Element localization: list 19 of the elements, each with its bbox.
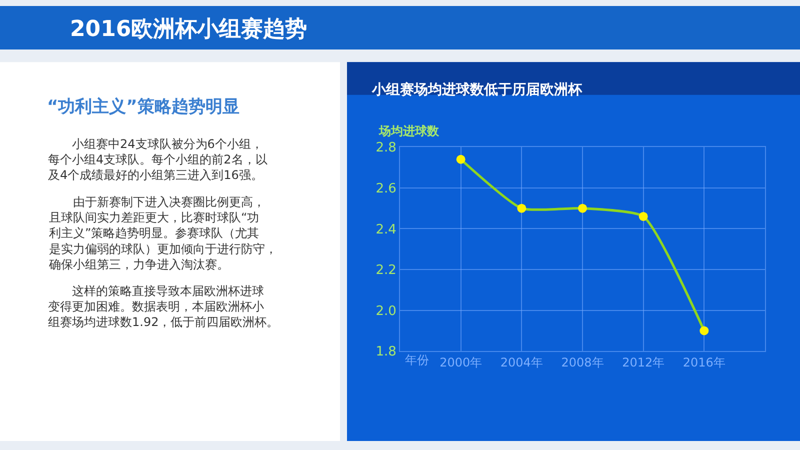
y-tick-label: 1.8 xyxy=(376,344,396,360)
y-tick-label: 2.2 xyxy=(376,263,396,278)
y-axis-title: 场均进球数 xyxy=(378,124,440,138)
x-tick-label: 2016年 xyxy=(682,356,726,370)
x-axis-title: 年份 xyxy=(405,353,429,367)
y-tick-label: 2.4 xyxy=(376,222,396,238)
x-tick-label: 2000年 xyxy=(440,356,482,370)
text: “功利主义”策略趋势明显 xyxy=(47,97,240,117)
text: 2016欧洲杯小组赛趋势 xyxy=(70,16,308,42)
y-tick-label: 2.8 xyxy=(376,140,396,156)
y-tick-label: 2.0 xyxy=(376,304,396,319)
x-tick-label: 2008年 xyxy=(561,356,604,370)
x-tick-label: 2012年 xyxy=(622,356,665,370)
text: 小组赛中24支球队被分为6个小组，每个小组4支球队。每个小组的前2名，以及4个成绩最好的小组第三进入到16强。 xyxy=(48,137,268,182)
text: 由于新赛制下进入决赛圈比例更高，且球队间实力差距更大，比赛时球队“功利主义”策略趋势明显。参赛球队（尤其是实力偏弱的球队）更加倾向于进行防守，确保小组第三，力争进入淘汰赛。 xyxy=(48,195,277,272)
text: 这样的策略直接导致本届欧洲杯进球变得更加困难。数据表明，本届欧洲杯小组赛场均进球数1.92，低于前四届欧洲杯。 xyxy=(48,284,279,330)
chart-title: 小组赛场均进球数低于历届欧洲杯 xyxy=(371,81,583,98)
y-tick-label: 2.6 xyxy=(376,181,396,196)
x-tick-label: 2004年 xyxy=(500,356,543,370)
